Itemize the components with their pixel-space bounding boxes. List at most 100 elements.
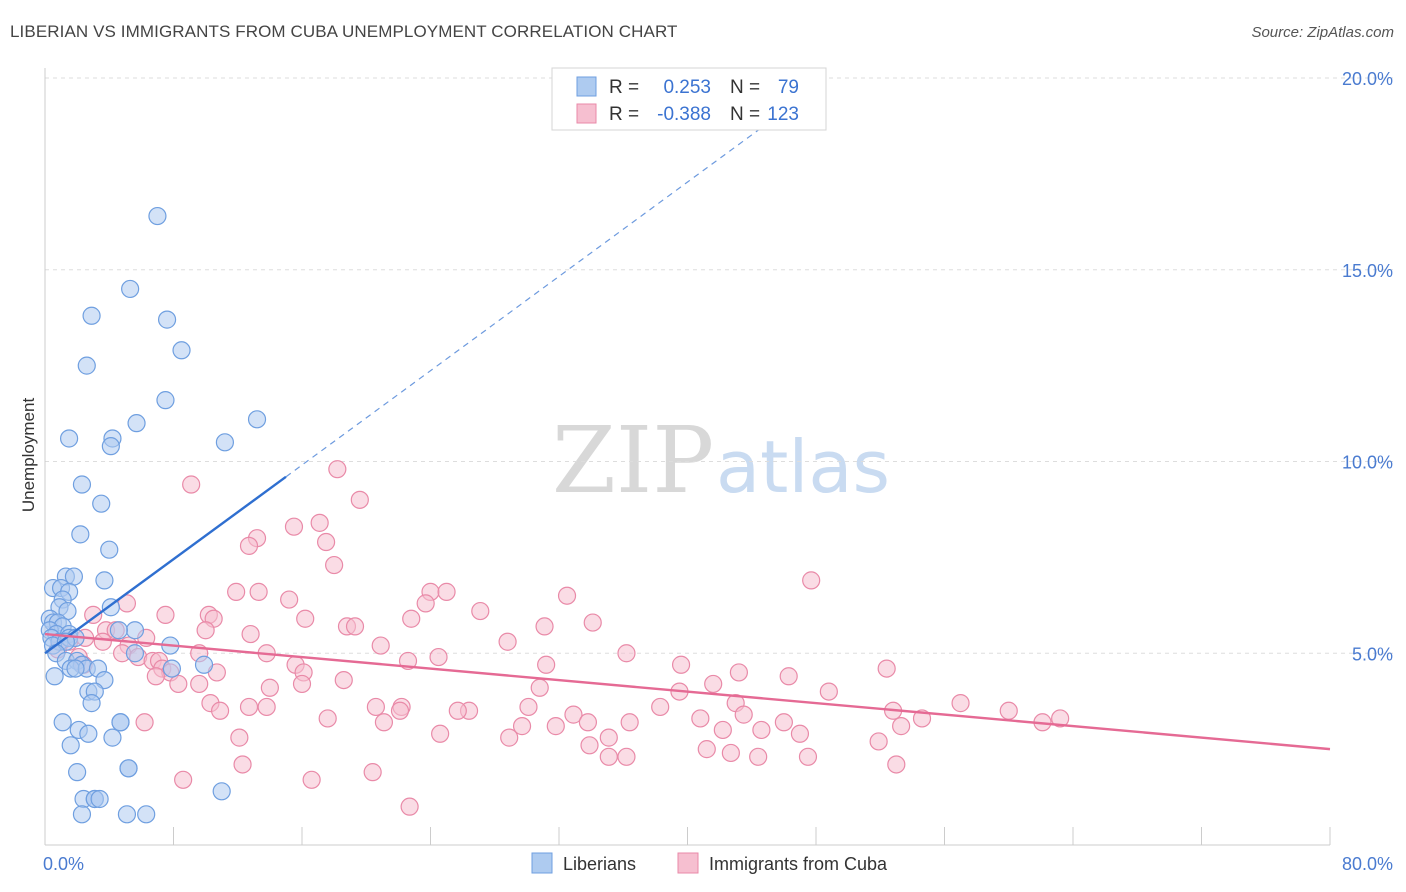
point-cuba [546, 717, 565, 736]
point-liberians [247, 410, 267, 429]
point-liberians [172, 341, 191, 360]
point-cuba [302, 770, 321, 789]
point-cuba [345, 617, 365, 636]
point-liberians [157, 310, 177, 329]
point-cuba [1051, 709, 1070, 728]
point-cuba [363, 763, 382, 782]
point-cuba [318, 709, 337, 728]
point-cuba [749, 747, 768, 766]
series-legend: Liberians Immigrants from Cuba [531, 852, 888, 874]
y-tick-label: 5.0% [1352, 644, 1393, 664]
point-liberians [125, 644, 145, 663]
point-cuba [350, 490, 369, 509]
point-cuba [790, 724, 810, 743]
point-cuba [779, 667, 798, 686]
point-liberians [61, 736, 80, 755]
point-cuba [156, 605, 175, 625]
point-liberians [77, 356, 96, 375]
point-cuba [802, 571, 821, 590]
point-cuba [704, 674, 723, 694]
point-cuba [599, 728, 618, 747]
point-liberians [117, 805, 137, 824]
point-cuba [431, 724, 450, 743]
point-liberians [71, 525, 90, 544]
point-cuba [798, 747, 818, 766]
point-cuba [374, 713, 394, 732]
point-liberians [194, 655, 214, 674]
y-tick-labels: 5.0% 10.0% 15.0% 20.0% [1342, 69, 1393, 664]
point-cuba [651, 697, 670, 717]
point-cuba [448, 701, 467, 720]
point-cuba [617, 644, 636, 663]
legend-n-value-2: 123 [767, 104, 799, 125]
point-liberians [45, 667, 64, 686]
point-liberians [215, 433, 234, 452]
point-liberians [148, 206, 167, 226]
point-cuba [951, 694, 970, 713]
point-cuba [564, 705, 583, 724]
point-cuba [734, 705, 753, 724]
correlation-legend: R = 0.253 N = 79 R = -0.388 N = 123 [551, 67, 827, 131]
point-liberians [82, 694, 101, 713]
point-cuba [671, 655, 691, 674]
gridlines [45, 77, 1395, 654]
point-cuba [230, 728, 249, 747]
point-cuba [325, 555, 344, 575]
point-cuba [182, 475, 201, 494]
point-liberians [66, 659, 85, 678]
watermark-atlas: atlas [716, 425, 890, 509]
point-cuba [210, 701, 230, 720]
point-cuba [174, 770, 193, 789]
point-cuba [578, 713, 598, 732]
point-cuba [580, 736, 599, 755]
point-cuba [371, 636, 390, 655]
y-axis-title: Unemployment [19, 398, 38, 513]
point-liberians [72, 475, 92, 494]
point-cuba [500, 728, 519, 747]
point-cuba [284, 517, 304, 536]
point-cuba [437, 582, 456, 601]
point-cuba [519, 697, 538, 717]
point-liberians [68, 763, 87, 782]
point-cuba [471, 601, 490, 621]
x-tick-max: 80.0% [1342, 854, 1393, 874]
point-liberians [119, 759, 138, 778]
legend-r-label-1: R = [609, 77, 639, 98]
point-liberians [59, 429, 79, 448]
point-cuba [752, 720, 771, 740]
point-liberians [109, 621, 128, 640]
point-cuba [912, 709, 932, 728]
point-cuba [292, 674, 312, 694]
point-liberians [156, 391, 175, 410]
legend-r-value-1: 0.253 [663, 77, 711, 98]
point-cuba [280, 590, 299, 609]
point-liberians [101, 437, 120, 456]
legend-n-value-1: 79 [778, 77, 799, 98]
legend-r-value-2: -0.388 [657, 104, 711, 125]
point-liberians [121, 279, 140, 299]
point-cuba [169, 674, 188, 694]
point-liberians [53, 713, 72, 732]
point-cuba [774, 713, 793, 732]
point-liberians [82, 306, 101, 325]
point-cuba [557, 586, 577, 605]
point-cuba [877, 659, 896, 678]
point-liberians [162, 659, 181, 678]
point-cuba [416, 594, 435, 613]
point-cuba [239, 536, 259, 555]
point-liberians [125, 621, 145, 640]
point-cuba [697, 740, 716, 759]
point-cuba [316, 532, 336, 552]
point-cuba [135, 713, 154, 732]
point-liberians [127, 414, 146, 433]
legend-n-label-1: N = [730, 77, 760, 98]
legend-n-label-2: N = [730, 104, 760, 125]
point-liberians [103, 728, 122, 747]
point-liberians [92, 494, 111, 513]
point-cuba [620, 713, 639, 732]
point-cuba [334, 670, 353, 690]
point-cuba [84, 605, 103, 625]
point-cuba [241, 624, 260, 644]
chart-title: LIBERIAN VS IMMIGRANTS FROM CUBA UNEMPLO… [10, 22, 678, 41]
point-liberians [72, 805, 92, 824]
